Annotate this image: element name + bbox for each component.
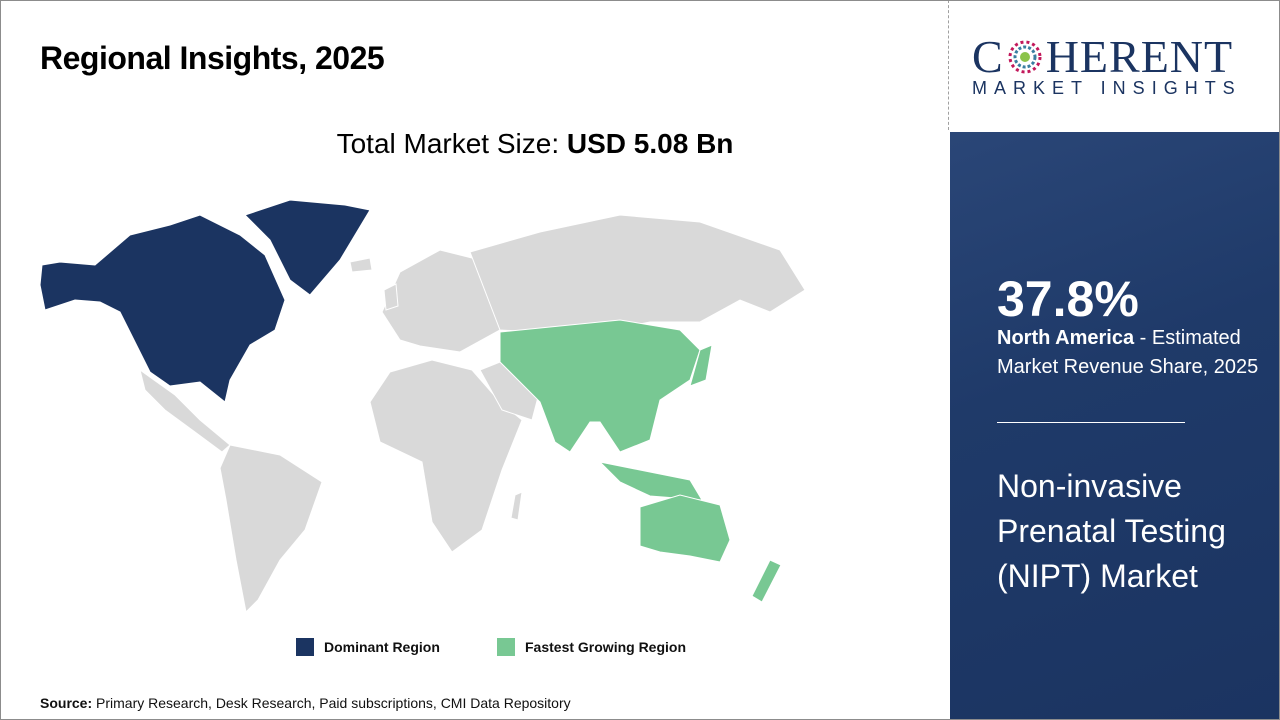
share-description: North America - Estimated Market Revenue… xyxy=(997,324,1267,382)
share-percent: 37.8% xyxy=(997,271,1139,327)
logo-subtitle: MARKET INSIGHTS xyxy=(972,78,1242,98)
map-iceland xyxy=(349,257,373,273)
map-greenland xyxy=(244,199,371,296)
map-madagascar xyxy=(510,491,523,521)
world-map xyxy=(39,199,806,614)
share-text: - Estimated Market Revenue Share, 2025 xyxy=(997,327,1259,378)
total-market-label: Total Market Size: xyxy=(336,128,560,159)
map-uk xyxy=(383,283,399,311)
map-africa xyxy=(369,359,523,553)
legend-dominant: Dominant Region xyxy=(296,638,440,656)
legend-fastest: Fastest Growing Region xyxy=(497,638,686,656)
legend-swatch-fastest xyxy=(497,638,515,656)
region-name: North America xyxy=(997,327,1135,349)
legend-label-fastest: Fastest Growing Region xyxy=(525,639,687,655)
map-australia xyxy=(639,494,731,563)
page-title: Regional Insights, 2025 xyxy=(40,40,385,76)
legend-swatch-dominant xyxy=(296,638,314,656)
source-note: Source: Primary Research, Desk Research,… xyxy=(40,695,571,711)
panel-divider xyxy=(997,422,1185,423)
map-indonesia xyxy=(598,461,703,501)
logo-letter: C xyxy=(972,31,1004,82)
map-russia xyxy=(469,214,806,333)
divider xyxy=(948,0,949,130)
logo-text: HERENT xyxy=(1045,31,1234,82)
logo-main: C HERENT xyxy=(972,30,1233,83)
highlight-panel: 37.8% North America - Estimated Market R… xyxy=(950,132,1280,720)
globe-icon xyxy=(1008,40,1042,73)
source-text: Primary Research, Desk Research, Paid su… xyxy=(92,695,571,711)
total-market-value: USD 5.08 Bn xyxy=(566,128,734,159)
map-japan xyxy=(689,344,713,387)
logo: C HERENT MARKET INSIGHTS xyxy=(950,0,1280,132)
market-name: Non-invasive Prenatal Testing (NIPT) Mar… xyxy=(997,468,1226,594)
map-south-america xyxy=(219,444,323,614)
map-asia xyxy=(499,319,701,453)
source-label: Source: xyxy=(40,695,93,711)
total-market-size: Total Market Size: USD 5.08 Bn xyxy=(0,128,1070,160)
legend-label-dominant: Dominant Region xyxy=(324,639,440,655)
map-new-zealand xyxy=(751,559,782,603)
map-central-america xyxy=(139,368,231,453)
map-north-america xyxy=(39,214,286,403)
